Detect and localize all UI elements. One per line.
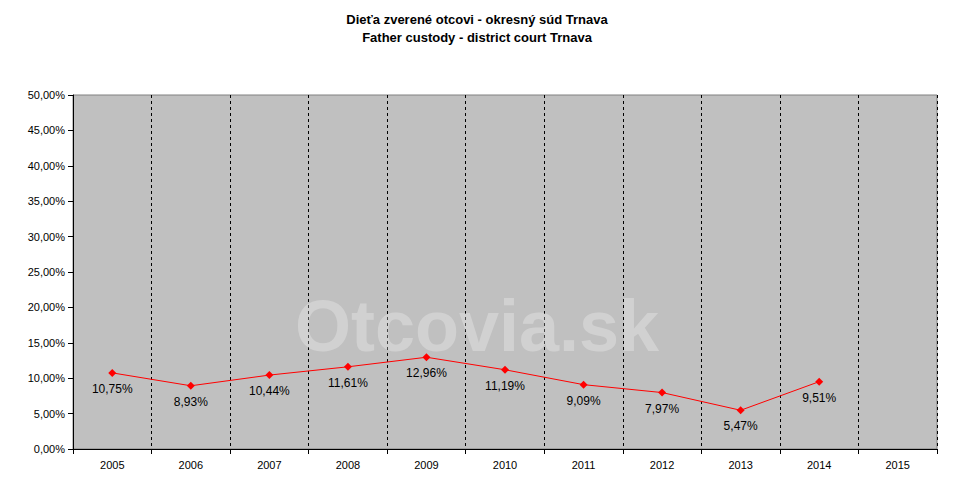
- svg-text:2014: 2014: [807, 459, 831, 471]
- svg-text:11,61%: 11,61%: [328, 376, 368, 390]
- svg-text:35,00%: 35,00%: [28, 195, 66, 207]
- svg-text:9,09%: 9,09%: [567, 394, 601, 408]
- svg-text:30,00%: 30,00%: [28, 231, 66, 243]
- svg-text:0,00%: 0,00%: [34, 443, 65, 455]
- svg-text:5,47%: 5,47%: [724, 419, 758, 433]
- svg-text:2007: 2007: [257, 459, 281, 471]
- svg-text:25,00%: 25,00%: [28, 266, 66, 278]
- svg-text:10,75%: 10,75%: [92, 382, 133, 396]
- svg-text:2012: 2012: [650, 459, 674, 471]
- svg-text:10,00%: 10,00%: [28, 372, 66, 384]
- svg-text:2011: 2011: [572, 459, 596, 471]
- svg-text:7,97%: 7,97%: [645, 402, 679, 416]
- svg-text:Otcovia.sk: Otcovia.sk: [295, 286, 660, 366]
- svg-text:5,00%: 5,00%: [34, 408, 65, 420]
- svg-text:Dieťa zverené otcovi - okresný: Dieťa zverené otcovi - okresný súd Trnav…: [346, 12, 608, 27]
- svg-text:2015: 2015: [885, 459, 909, 471]
- svg-text:2008: 2008: [336, 459, 360, 471]
- svg-text:20,00%: 20,00%: [28, 301, 66, 313]
- svg-text:11,19%: 11,19%: [485, 379, 525, 393]
- svg-text:15,00%: 15,00%: [28, 337, 66, 349]
- svg-text:2013: 2013: [728, 459, 752, 471]
- svg-text:2006: 2006: [179, 459, 203, 471]
- svg-text:40,00%: 40,00%: [28, 160, 66, 172]
- svg-text:10,44%: 10,44%: [249, 384, 290, 398]
- svg-text:45,00%: 45,00%: [28, 124, 66, 136]
- svg-text:9,51%: 9,51%: [802, 391, 836, 405]
- svg-text:12,96%: 12,96%: [406, 366, 447, 380]
- svg-text:2010: 2010: [493, 459, 517, 471]
- svg-text:50,00%: 50,00%: [28, 89, 66, 101]
- svg-text:2005: 2005: [100, 459, 124, 471]
- svg-text:8,93%: 8,93%: [174, 395, 208, 409]
- svg-text:2009: 2009: [414, 459, 438, 471]
- svg-text:Father custody - district cour: Father custody - district court Trnava: [362, 30, 592, 45]
